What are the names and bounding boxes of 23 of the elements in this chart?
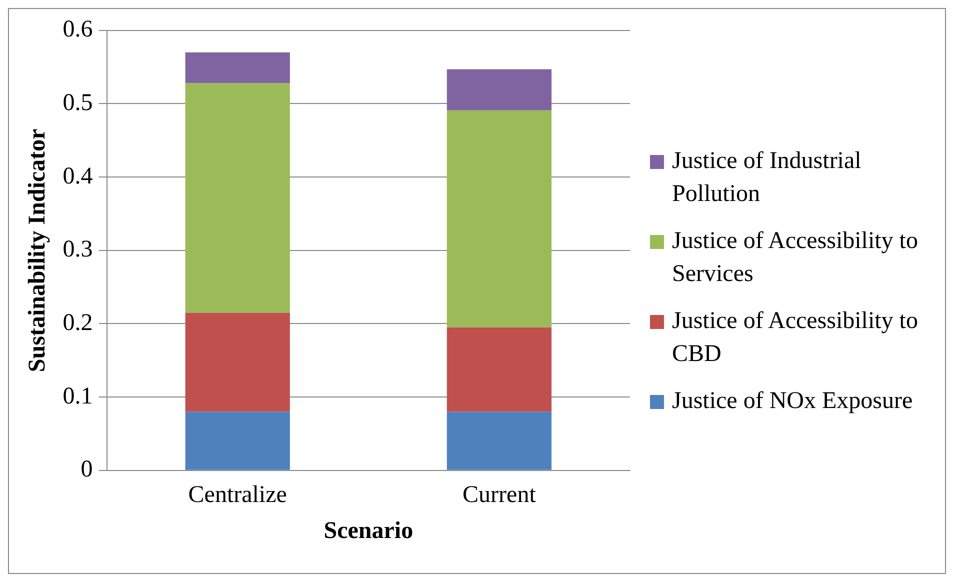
y-tick-label: 0.2	[62, 310, 93, 336]
bar	[446, 327, 552, 412]
y-tick-label: 0.6	[62, 16, 93, 43]
legend-label: Justice of Accessibility to Services	[672, 227, 919, 289]
bar	[185, 312, 290, 412]
y-axis-title: Sustainability Indicator	[24, 128, 51, 372]
bar	[185, 412, 290, 470]
legend-label: Justice of NOx Exposure	[672, 387, 913, 416]
x-axis-title: Scenario	[324, 518, 414, 544]
x-tick-label: Centralize	[188, 482, 287, 508]
y-tick-label: 0	[80, 456, 93, 483]
legend-label: Justice of Industrial Pollution	[672, 147, 862, 209]
y-tick-label: 0.4	[62, 163, 93, 190]
legend-label: Justice of Accessibility to CBD	[672, 307, 919, 369]
y-tick-label: 0.1	[62, 383, 93, 410]
y-tick-label: 0.3	[62, 236, 93, 263]
bar	[185, 52, 290, 84]
y-tick-label: 0.5	[62, 90, 93, 116]
bar	[446, 110, 552, 328]
x-tick-label: Current	[462, 482, 536, 508]
bar	[446, 69, 552, 110]
bar	[446, 412, 552, 470]
bar	[185, 83, 290, 313]
